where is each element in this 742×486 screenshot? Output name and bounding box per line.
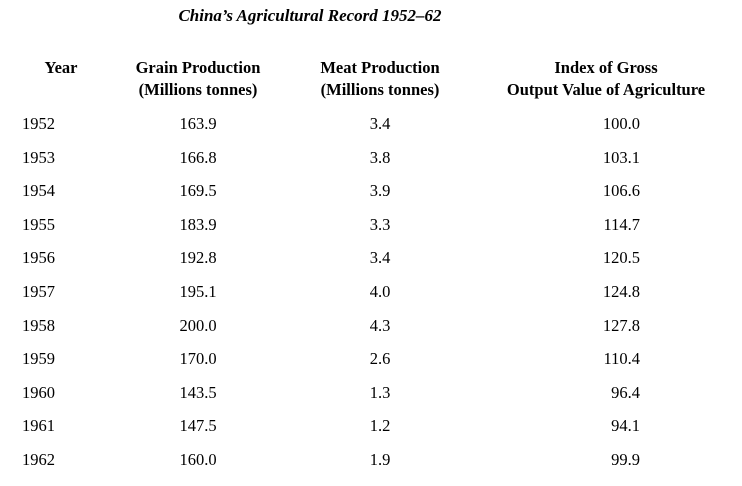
column-header-gross-output-index: Index of Gross Output Value of Agricultu… [476,57,736,101]
cell-year: 1954 [22,181,55,201]
cell-meat-production: 1.3 [369,382,391,402]
cell-year: 1962 [22,449,55,469]
cell-meat-production: 2.6 [369,349,391,369]
cell-gross-output-index: 120.5 [602,248,640,268]
table-title: China’s Agricultural Record 1952–62 [178,6,442,25]
table-row: 1962 160.0 1.9 99.9 [0,450,742,484]
cell-grain-production: 169.5 [179,181,217,201]
cell-year: 1961 [22,416,55,436]
cell-gross-output-index: 124.8 [602,281,640,301]
cell-meat-production: 1.2 [369,416,391,436]
cell-grain-production: 147.5 [179,416,217,436]
column-header-grain-line-1: Grain Production [135,58,261,77]
cell-year: 1958 [22,315,55,335]
table-row: 1959 170.0 2.6 110.4 [0,349,742,383]
cell-meat-production: 3.3 [369,214,391,234]
table-body: 1952 163.9 3.4 100.0 1953 166.8 3.8 103.1 1954 16… [0,114,742,484]
table-row: 1957 195.1 4.0 124.8 [0,282,742,316]
table-row: 1954 169.5 3.9 106.6 [0,181,742,215]
table-row: 1955 183.9 3.3 114.7 [0,215,742,249]
cell-year: 1955 [22,214,55,234]
cell-gross-output-index: 110.4 [603,349,640,369]
column-header-year: Year [22,57,100,79]
cell-meat-production: 1.9 [369,449,391,469]
cell-year: 1956 [22,248,55,268]
cell-meat-production: 3.8 [369,147,391,167]
cell-grain-production: 192.8 [179,248,217,268]
cell-grain-production: 183.9 [179,214,217,234]
cell-grain-production: 200.0 [179,315,217,335]
cell-year: 1952 [22,114,55,133]
cell-gross-output-index: 99.9 [611,449,640,469]
cell-meat-production: 3.4 [369,248,391,268]
table-row: 1961 147.5 1.2 94.1 [0,416,742,450]
cell-gross-output-index: 127.8 [602,315,640,335]
column-header-meat-production: Meat Production (Millions tonnes) [300,57,460,101]
cell-gross-output-index: 106.6 [602,181,640,201]
cell-gross-output-index: 96.4 [611,382,640,402]
table-row: 1958 200.0 4.3 127.8 [0,316,742,350]
cell-year: 1957 [22,281,55,301]
cell-meat-production: 4.3 [369,315,391,335]
table-row: 1952 163.9 3.4 100.0 [0,114,742,148]
table-row: 1960 143.5 1.3 96.4 [0,383,742,417]
cell-grain-production: 143.5 [179,382,217,402]
cell-grain-production: 170.0 [179,349,217,369]
table-row: 1953 166.8 3.8 103.1 [0,148,742,182]
cell-grain-production: 163.9 [179,114,217,133]
table-row: 1956 192.8 3.4 120.5 [0,248,742,282]
column-header-index-line-2: Output Value of Agriculture [506,80,706,99]
cell-gross-output-index: 114.7 [603,214,640,234]
cell-meat-production: 4.0 [369,281,391,301]
cell-gross-output-index: 100.0 [602,114,640,133]
cell-year: 1959 [22,349,55,369]
cell-grain-production: 166.8 [179,147,217,167]
column-header-grain-line-2: (Millions tonnes) [138,80,258,99]
cell-grain-production: 160.0 [179,449,217,469]
cell-meat-production: 3.9 [369,181,391,201]
column-header-meat-line-2: (Millions tonnes) [320,80,440,99]
column-header-grain-production: Grain Production (Millions tonnes) [118,57,278,101]
column-header-index-line-1: Index of Gross [554,58,658,77]
column-header-year-line: Year [44,58,78,77]
cell-gross-output-index: 103.1 [602,147,640,167]
cell-grain-production: 195.1 [179,281,217,301]
cell-year: 1953 [22,147,55,167]
cell-gross-output-index: 94.1 [611,416,640,436]
cell-year: 1960 [22,382,55,402]
cell-meat-production: 3.4 [369,114,391,133]
column-header-meat-line-1: Meat Production [320,58,440,77]
